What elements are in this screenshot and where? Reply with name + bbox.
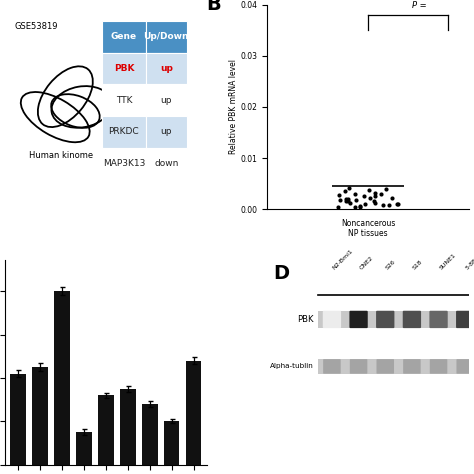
Text: down: down xyxy=(154,159,179,168)
Bar xyxy=(146,21,186,53)
FancyBboxPatch shape xyxy=(456,311,474,328)
Bar xyxy=(32,367,48,465)
Point xyxy=(334,203,342,210)
Text: CNE2: CNE2 xyxy=(359,255,374,270)
FancyBboxPatch shape xyxy=(403,311,421,328)
Text: Human kinome: Human kinome xyxy=(29,151,93,160)
Text: GSE53819: GSE53819 xyxy=(15,22,58,31)
Point xyxy=(342,187,349,195)
Point xyxy=(370,198,378,205)
Text: B: B xyxy=(207,0,221,14)
FancyBboxPatch shape xyxy=(456,359,474,374)
Point xyxy=(351,190,359,198)
FancyBboxPatch shape xyxy=(349,311,368,328)
Text: up: up xyxy=(160,64,173,73)
Point xyxy=(356,203,364,210)
Text: S18: S18 xyxy=(412,259,424,270)
Point xyxy=(393,200,401,208)
Text: S26: S26 xyxy=(385,258,397,270)
Text: up: up xyxy=(161,96,172,105)
Text: up: up xyxy=(161,128,172,137)
Bar xyxy=(120,389,136,465)
Point xyxy=(360,192,368,200)
Point xyxy=(351,203,359,210)
Point xyxy=(344,198,352,205)
Text: D: D xyxy=(273,264,290,283)
Point xyxy=(343,195,350,203)
Point xyxy=(383,185,390,192)
FancyBboxPatch shape xyxy=(403,359,420,374)
Text: 5-8F: 5-8F xyxy=(465,257,474,270)
Point xyxy=(346,199,354,207)
Point xyxy=(356,202,364,210)
Bar xyxy=(146,148,186,180)
Bar xyxy=(54,292,70,465)
Text: PRKDC: PRKDC xyxy=(109,128,139,137)
Bar xyxy=(146,53,186,84)
Point xyxy=(371,192,378,200)
Bar xyxy=(102,116,146,148)
Bar xyxy=(318,359,474,374)
Y-axis label: Relative PBK mRNA level: Relative PBK mRNA level xyxy=(229,59,238,155)
Point xyxy=(346,184,353,191)
Point xyxy=(378,190,385,198)
Bar xyxy=(10,374,26,465)
Point xyxy=(343,198,350,205)
Bar xyxy=(164,421,180,465)
FancyBboxPatch shape xyxy=(323,359,341,374)
Text: Gene: Gene xyxy=(111,32,137,41)
Text: PBK: PBK xyxy=(114,64,134,73)
Bar xyxy=(102,53,146,84)
Point xyxy=(336,191,343,199)
Bar xyxy=(146,84,186,116)
Text: TTK: TTK xyxy=(116,96,132,105)
Text: SUNE1: SUNE1 xyxy=(438,252,457,270)
FancyBboxPatch shape xyxy=(430,359,447,374)
Point xyxy=(385,201,393,209)
FancyBboxPatch shape xyxy=(376,359,394,374)
Bar xyxy=(98,395,114,465)
Point xyxy=(371,199,378,207)
Point xyxy=(337,196,344,204)
FancyBboxPatch shape xyxy=(429,311,448,328)
Bar xyxy=(142,404,157,465)
Text: P =: P = xyxy=(411,1,426,10)
Bar xyxy=(76,432,91,465)
Point xyxy=(394,200,402,208)
Text: Alpha-tublin: Alpha-tublin xyxy=(270,364,314,369)
Bar xyxy=(102,84,146,116)
FancyBboxPatch shape xyxy=(376,311,394,328)
Bar xyxy=(102,21,146,53)
Bar xyxy=(102,148,146,180)
Point xyxy=(366,194,374,201)
Bar xyxy=(318,311,474,328)
Point xyxy=(372,189,379,197)
Bar xyxy=(146,116,186,148)
Point xyxy=(379,201,387,209)
Point xyxy=(352,196,360,204)
Bar xyxy=(186,361,201,465)
FancyBboxPatch shape xyxy=(323,311,341,328)
Point xyxy=(362,201,369,208)
Point xyxy=(345,195,352,203)
FancyBboxPatch shape xyxy=(350,359,367,374)
Point xyxy=(388,194,395,201)
Text: N2-Bmi1: N2-Bmi1 xyxy=(332,248,355,270)
Text: MAP3K13: MAP3K13 xyxy=(103,159,145,168)
Text: PBK: PBK xyxy=(297,315,314,324)
Point xyxy=(365,186,373,193)
Text: Up/Down: Up/Down xyxy=(144,32,189,41)
